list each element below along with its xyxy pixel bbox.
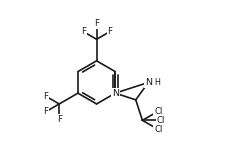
Text: N: N: [144, 78, 151, 87]
Text: F: F: [94, 19, 99, 28]
Text: N: N: [111, 89, 118, 98]
Text: F: F: [43, 107, 48, 116]
Text: Cl: Cl: [153, 107, 162, 116]
Text: Cl: Cl: [153, 125, 162, 134]
Text: F: F: [80, 27, 85, 36]
Text: F: F: [56, 115, 61, 124]
Text: F: F: [43, 92, 48, 101]
Text: Cl: Cl: [156, 116, 164, 125]
Text: F: F: [107, 27, 112, 36]
Text: H: H: [154, 78, 160, 87]
